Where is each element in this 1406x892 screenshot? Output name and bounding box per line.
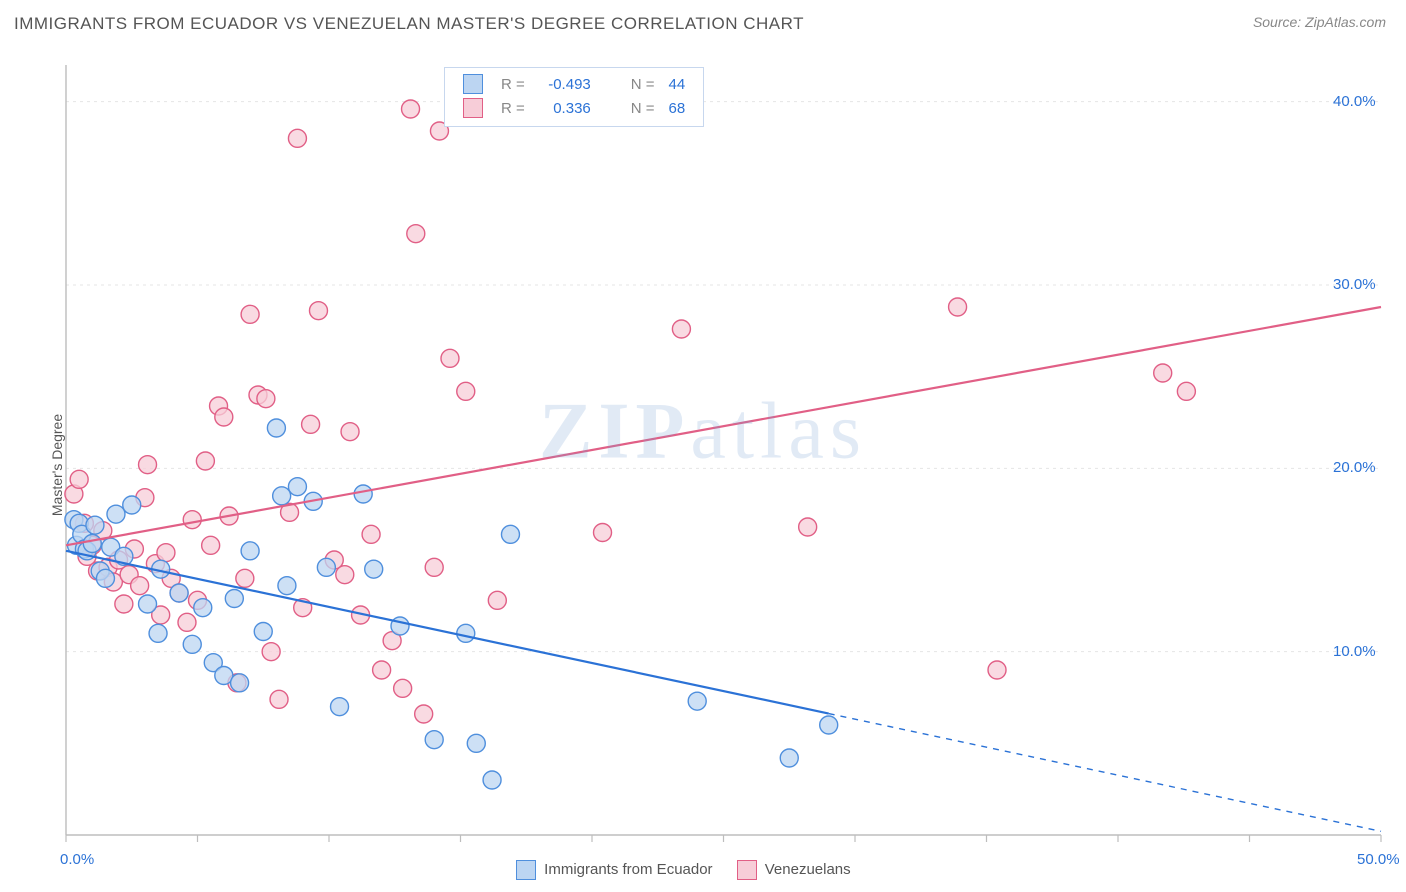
legend-swatch xyxy=(463,98,483,118)
data-point xyxy=(336,566,354,584)
data-point xyxy=(196,452,214,470)
axis-tick-label: 30.0% xyxy=(1333,276,1376,293)
data-point xyxy=(309,302,327,320)
data-point xyxy=(170,584,188,602)
legend-swatch xyxy=(737,860,757,880)
data-point xyxy=(288,129,306,147)
trend-line-venezuela xyxy=(66,307,1381,545)
data-point xyxy=(107,505,125,523)
data-point xyxy=(373,661,391,679)
data-point xyxy=(672,320,690,338)
data-point xyxy=(288,478,306,496)
data-point xyxy=(157,544,175,562)
axis-tick-label: 50.0% xyxy=(1357,851,1400,868)
data-point xyxy=(139,456,157,474)
data-point xyxy=(594,524,612,542)
data-point xyxy=(394,679,412,697)
data-point xyxy=(365,560,383,578)
data-point xyxy=(1177,382,1195,400)
data-point xyxy=(688,692,706,710)
data-point xyxy=(149,624,167,642)
data-point xyxy=(257,390,275,408)
data-point xyxy=(407,225,425,243)
legend-swatch xyxy=(516,860,536,880)
data-point xyxy=(1154,364,1172,382)
data-point xyxy=(241,305,259,323)
data-point xyxy=(467,734,485,752)
data-point xyxy=(273,487,291,505)
data-point xyxy=(483,771,501,789)
data-point xyxy=(231,674,249,692)
data-point xyxy=(362,525,380,543)
data-point xyxy=(236,569,254,587)
data-point xyxy=(123,496,141,514)
data-point xyxy=(115,595,133,613)
data-point xyxy=(278,577,296,595)
data-point xyxy=(354,485,372,503)
correlation-legend: R =-0.493N =44R =0.336N =68 xyxy=(444,67,704,127)
legend-label: Immigrants from Ecuador xyxy=(544,861,712,878)
data-point xyxy=(70,470,88,488)
data-point xyxy=(341,423,359,441)
data-point xyxy=(183,511,201,529)
legend-swatch xyxy=(463,74,483,94)
legend-label: Venezuelans xyxy=(765,861,851,878)
data-point xyxy=(425,731,443,749)
data-point xyxy=(183,635,201,653)
data-point xyxy=(267,419,285,437)
data-point xyxy=(331,698,349,716)
data-point xyxy=(488,591,506,609)
data-point xyxy=(83,535,101,553)
series-legend: Immigrants from Ecuador Venezuelans xyxy=(504,860,863,880)
data-point xyxy=(139,595,157,613)
data-point xyxy=(820,716,838,734)
data-point xyxy=(415,705,433,723)
data-point xyxy=(425,558,443,576)
data-point xyxy=(86,516,104,534)
chart-container: Master's Degree ZIPatlas R =-0.493N =44R… xyxy=(14,50,1392,880)
y-axis-label: Master's Degree xyxy=(49,414,65,516)
data-point xyxy=(317,558,335,576)
data-point xyxy=(225,590,243,608)
data-point xyxy=(441,349,459,367)
legend-item-ecuador: Immigrants from Ecuador xyxy=(516,860,713,880)
data-point xyxy=(202,536,220,554)
data-point xyxy=(262,643,280,661)
trend-line-ecuador xyxy=(66,551,829,714)
trend-line-ecuador-extrap xyxy=(829,714,1381,832)
data-point xyxy=(254,623,272,641)
data-point xyxy=(988,661,1006,679)
data-point xyxy=(799,518,817,536)
source-credit: Source: ZipAtlas.com xyxy=(1253,14,1386,30)
data-point xyxy=(402,100,420,118)
data-point xyxy=(215,408,233,426)
data-point xyxy=(302,415,320,433)
data-point xyxy=(131,577,149,595)
data-point xyxy=(949,298,967,316)
axis-tick-label: 10.0% xyxy=(1333,643,1376,660)
data-point xyxy=(780,749,798,767)
data-point xyxy=(457,624,475,642)
axis-tick-label: 40.0% xyxy=(1333,93,1376,110)
data-point xyxy=(96,569,114,587)
data-point xyxy=(501,525,519,543)
axis-tick-label: 0.0% xyxy=(60,851,94,868)
axis-tick-label: 20.0% xyxy=(1333,459,1376,476)
data-point xyxy=(241,542,259,560)
data-point xyxy=(270,690,288,708)
data-point xyxy=(178,613,196,631)
chart-title: IMMIGRANTS FROM ECUADOR VS VENEZUELAN MA… xyxy=(14,14,804,33)
data-point xyxy=(457,382,475,400)
legend-item-venezuela: Venezuelans xyxy=(737,860,851,880)
scatter-plot xyxy=(14,50,1392,880)
data-point xyxy=(194,599,212,617)
